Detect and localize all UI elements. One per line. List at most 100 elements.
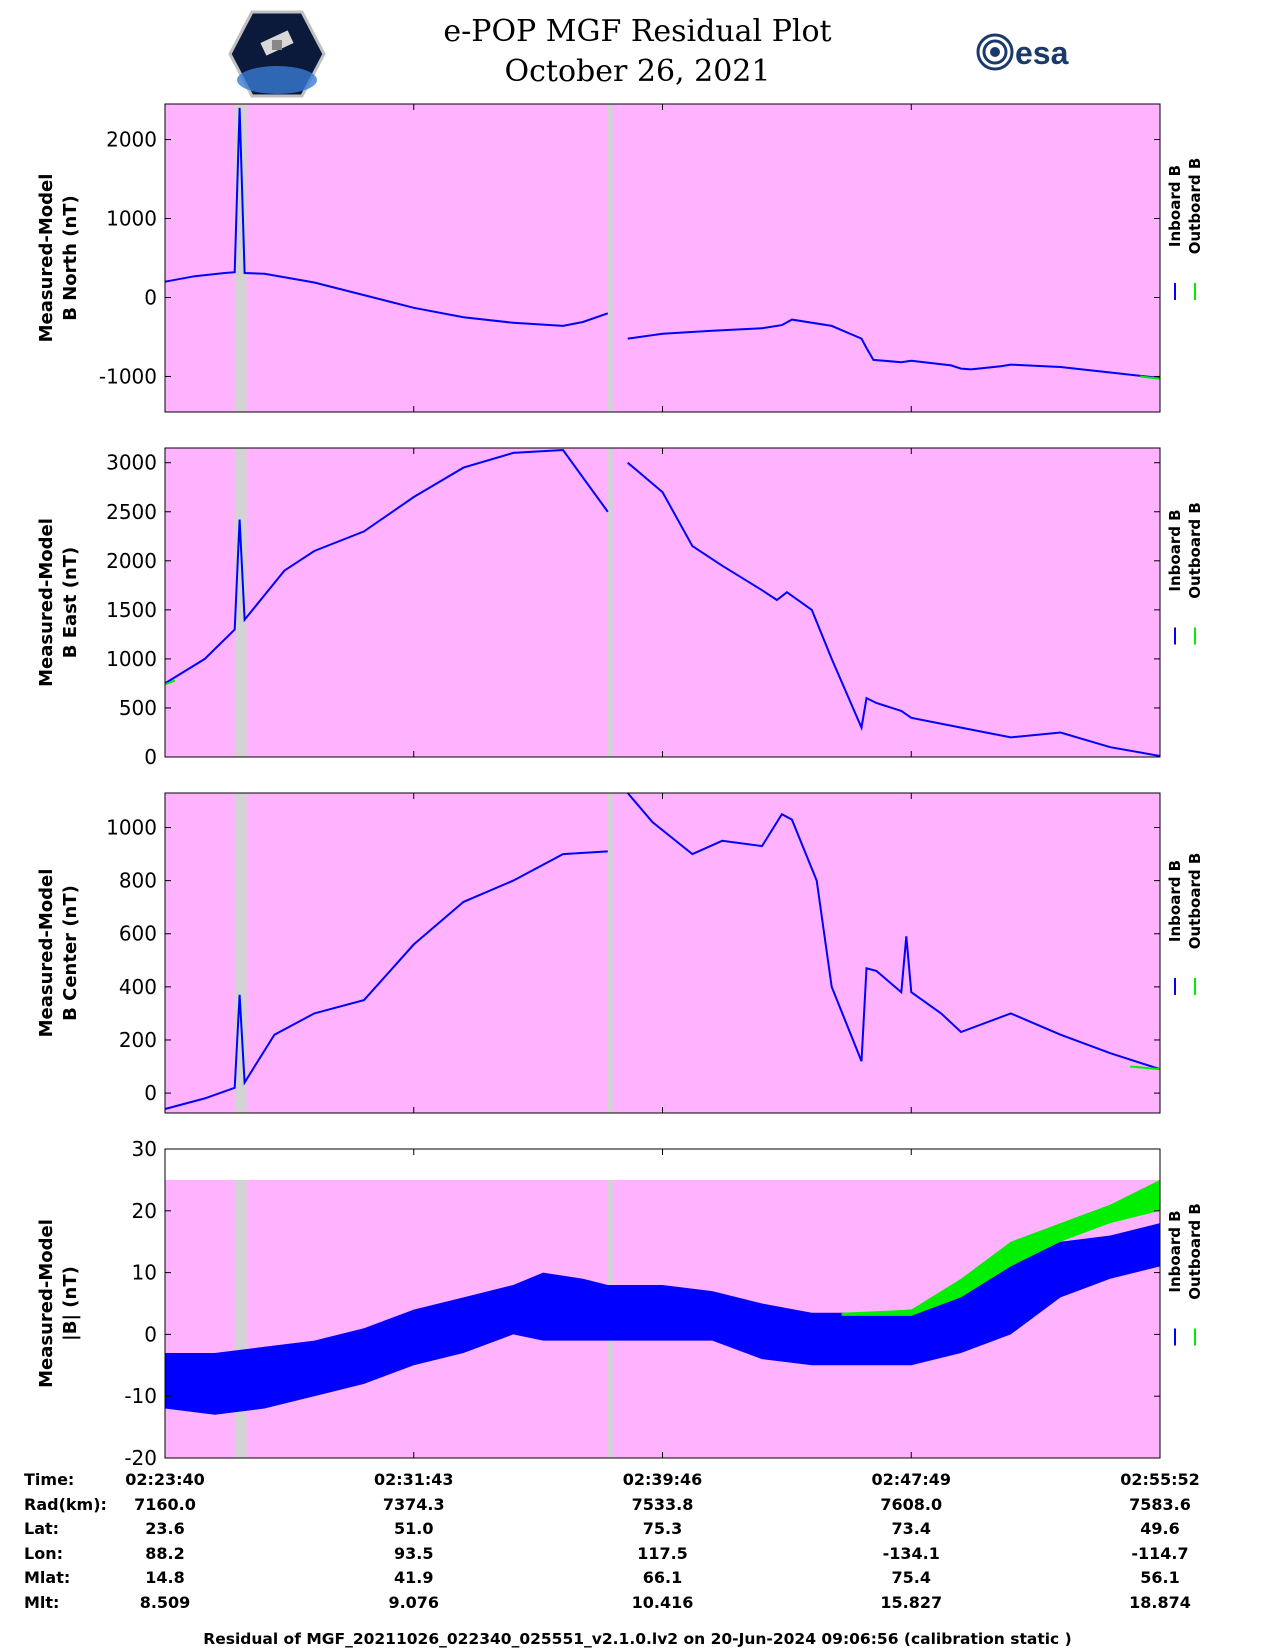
y-tick-label: 20 (132, 1199, 157, 1223)
info-cell: 75.3 (642, 1519, 683, 1538)
data-gap-band (607, 793, 613, 1113)
legend-entry: Inboard B (1166, 165, 1184, 247)
y-tick-label: 10 (132, 1261, 157, 1285)
series-outboard-line (164, 679, 176, 686)
info-cell: -114.7 (1131, 1543, 1189, 1563)
cassiope-satellite-logo (228, 10, 326, 98)
info-cell: 7608.0 (880, 1494, 943, 1514)
legend-entry: Outboard B (1186, 158, 1204, 255)
panel-1: 2000 1000 0 -1000 Measured-Model B North (nT)… (36, 103, 1204, 413)
svg-text:esa: esa (1015, 35, 1069, 71)
y-tick-label: 1000 (106, 816, 157, 840)
info-cell: 75.4 (891, 1568, 931, 1587)
info-cell: 93.5 (394, 1543, 434, 1563)
y-axis-label-line: |B| (nT) (60, 1266, 81, 1341)
y-tick-label: 1000 (106, 207, 157, 231)
background-band (165, 793, 1160, 1113)
y-tick-label: 500 (119, 696, 157, 720)
data-gap-band (234, 104, 247, 412)
data-gap-band (607, 104, 613, 412)
panel-3: 1000 800 600 400 200 0 Measured-Model B Center … (36, 792, 1204, 1114)
info-cell: 49.6 (1140, 1519, 1180, 1538)
info-cell: 41.9 (394, 1568, 434, 1587)
y-axis-label: Measured-Model |B| (nT) (36, 1219, 81, 1388)
y-axis-label-line: Measured-Model (36, 869, 57, 1038)
info-row-label: Mlat: (24, 1568, 71, 1587)
info-cell: 51.0 (394, 1519, 434, 1538)
info-cell: 7374.3 (382, 1494, 445, 1514)
chart-date: October 26, 2021 (504, 54, 771, 89)
data-gap-band (234, 1179, 247, 1458)
info-cell: 7533.8 (631, 1494, 694, 1514)
info-cell: 02:47:49 (871, 1470, 952, 1489)
y-axis-label: Measured-Model B East (nT) (36, 518, 81, 687)
info-cell: 7160.0 (134, 1494, 196, 1514)
y-axis-label-line: Measured-Model (36, 174, 57, 343)
y-tick-label: 600 (119, 922, 157, 946)
y-tick-label: -10 (124, 1384, 157, 1408)
info-cell: 02:55:52 (1120, 1470, 1200, 1489)
series-inboard-band (165, 1223, 1160, 1415)
info-row-label: Time: (24, 1470, 75, 1489)
y-tick-label: 800 (119, 869, 157, 893)
y-tick-label: -20 (124, 1446, 157, 1470)
info-cell: 88.2 (145, 1543, 185, 1563)
y-tick-label: 0 (144, 745, 157, 769)
series-inboard-line (164, 448, 1161, 757)
panel-2: 3000 2500 2000 1500 1000 500 0 Measured-Model B … (36, 447, 1204, 769)
y-tick-label: 2000 (106, 549, 157, 573)
y-tick-label: 1000 (106, 647, 157, 671)
y-tick-label: 0 (144, 1081, 157, 1105)
legend-entry: Outboard B (1186, 853, 1204, 950)
y-tick-label: 30 (132, 1137, 157, 1161)
y-axis-label-line: Measured-Model (36, 518, 57, 687)
y-axis-label-line: Measured-Model (36, 1219, 57, 1388)
legend-entry: Inboard B (1166, 860, 1184, 942)
info-cell: -134.1 (882, 1543, 940, 1563)
info-row-label: Mlt: (24, 1592, 60, 1612)
y-tick-label: 400 (119, 975, 157, 999)
y-axis-label: Measured-Model B North (nT) (36, 174, 81, 343)
footer-caption: Residual of MGF_20211026_022340_025551_v… (203, 1630, 1072, 1648)
info-row-label: Lat: (24, 1519, 60, 1538)
info-cell: 15.827 (880, 1592, 943, 1612)
y-axis-label-line: B Center (nT) (60, 885, 81, 1021)
y-tick-label: 3000 (106, 451, 157, 475)
background-band (165, 104, 1160, 412)
series-outboard-line (1130, 1065, 1161, 1071)
series-outboard-line (1139, 375, 1161, 380)
background-band (165, 448, 1160, 757)
y-axis-label: Measured-Model B Center (nT) (36, 869, 81, 1038)
data-gap-band (607, 448, 613, 757)
info-row-label: Rad(km): (24, 1494, 107, 1514)
info-cell: 02:31:43 (373, 1470, 454, 1489)
y-axis-label-line: B North (nT) (60, 195, 81, 321)
legend-entry: Inboard B (1166, 509, 1184, 591)
y-tick-label: 1500 (106, 598, 157, 622)
y-tick-label: 2000 (106, 128, 157, 152)
info-cell: 56.1 (1140, 1568, 1180, 1587)
info-cell: 8.509 (139, 1592, 191, 1612)
series-inboard-line (164, 792, 1161, 1110)
data-gap-band (234, 448, 247, 757)
esa-logo: esa (976, 33, 1069, 71)
y-tick-label: -1000 (99, 364, 157, 388)
info-cell: 18.874 (1129, 1592, 1191, 1612)
info-cell: 02:39:46 (622, 1470, 703, 1489)
series-inboard-line (164, 107, 1161, 379)
info-cell: 02:23:40 (125, 1470, 205, 1489)
info-cell: 117.5 (637, 1543, 688, 1563)
info-row-label: Lon: (24, 1543, 63, 1563)
data-gap-band (234, 793, 247, 1113)
chart-title: e-POP MGF Residual Plot (443, 14, 832, 49)
info-cell: 73.4 (891, 1519, 931, 1538)
info-cell: 66.1 (642, 1568, 683, 1587)
info-cell: 9.076 (388, 1592, 440, 1612)
legend-entry: Outboard B (1186, 502, 1204, 599)
y-axis-label-line: B East (nT) (60, 547, 81, 659)
info-cell: 7583.6 (1129, 1494, 1191, 1514)
info-cell: 23.6 (145, 1519, 185, 1538)
info-cell: 10.416 (631, 1592, 694, 1612)
legend-entry: Outboard B (1186, 1203, 1204, 1300)
